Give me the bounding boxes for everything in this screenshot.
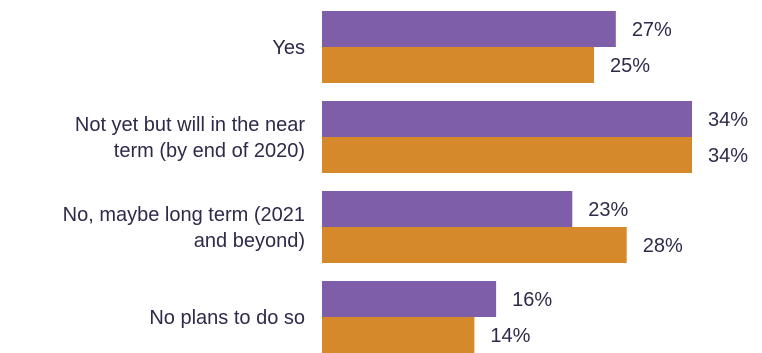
category-label-4: No plans to do so	[149, 307, 305, 329]
bar-1-series-1	[322, 11, 616, 47]
category-label-3-line-2: and beyond)	[194, 230, 305, 252]
category-label-2-line-2: term (by end of 2020)	[114, 140, 305, 162]
labels-group: 27% 25% Yes 34% 34% Not yet but will in the n…	[63, 19, 749, 347]
bar-1-series-2	[322, 47, 595, 83]
bar-2-series-1	[322, 101, 692, 137]
bars-group	[322, 11, 692, 353]
value-label-1-series-2: 25%	[610, 55, 650, 77]
bar-2-series-2	[322, 137, 692, 173]
category-label-2-line-1: Not yet but will in the near	[75, 114, 305, 136]
value-label-4-series-2: 14%	[490, 325, 530, 347]
value-label-2-series-2: 34%	[708, 145, 748, 167]
value-label-4-series-1: 16%	[512, 289, 552, 311]
category-label-1: Yes	[272, 37, 305, 59]
value-label-2-series-1: 34%	[708, 109, 748, 131]
bar-4-series-1	[322, 281, 497, 317]
bar-3-series-2	[322, 227, 627, 263]
value-label-1-series-1: 27%	[632, 19, 672, 41]
value-label-3-series-2: 28%	[643, 235, 683, 257]
bar-4-series-2	[322, 317, 475, 353]
category-label-3-line-1: No, maybe long term (2021	[63, 204, 305, 226]
bar-3-series-1	[322, 191, 573, 227]
value-label-3-series-1: 23%	[588, 199, 628, 221]
